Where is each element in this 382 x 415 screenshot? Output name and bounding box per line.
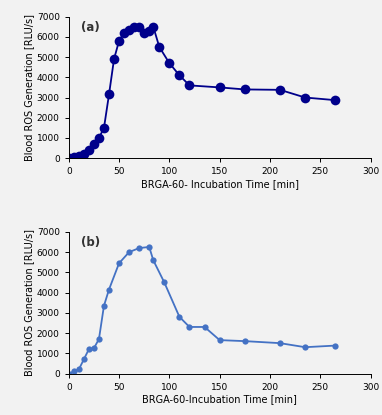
- Y-axis label: Blood ROS Generation [RLU/s]: Blood ROS Generation [RLU/s]: [24, 14, 34, 161]
- X-axis label: BRGA-60- Incubation Time [min]: BRGA-60- Incubation Time [min]: [141, 179, 299, 189]
- Text: (a): (a): [81, 21, 100, 34]
- Text: (b): (b): [81, 236, 100, 249]
- Y-axis label: Blood ROS Generation [RLU/s]: Blood ROS Generation [RLU/s]: [24, 229, 34, 376]
- X-axis label: BRGA-60-Incubation Time [min]: BRGA-60-Incubation Time [min]: [142, 394, 297, 404]
